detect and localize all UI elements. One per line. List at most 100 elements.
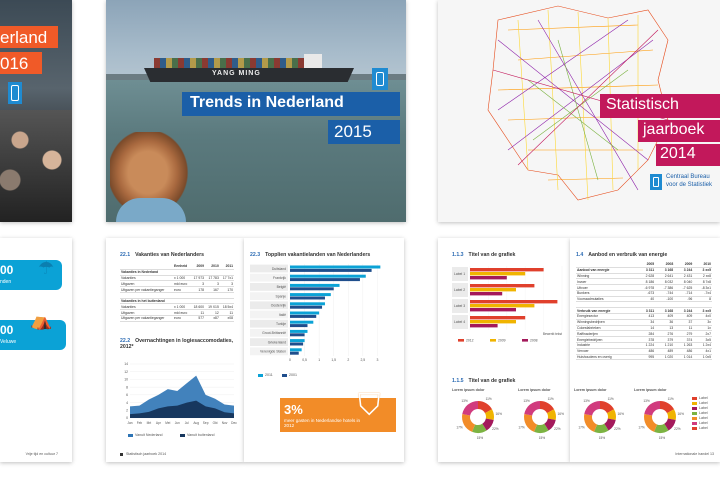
table-row: Winning 2 628 2 641 2 431 2 xx8 [576,273,712,280]
page-card-1: 00 nden ☂ 00 Veluwe ⛺ Vrije tijd en cult… [0,238,72,462]
page5-footer: Internationale handel 13 [675,452,714,456]
category-band [250,301,288,310]
info-tile-2 [0,320,66,350]
beach-umbrella-icon: ☂ [38,258,55,279]
x-tick-label: 1 [318,358,320,362]
x-tick-label: 0 [289,358,291,362]
publisher-line1: Centraal Bureau [666,174,710,180]
bar-2011 [290,348,302,352]
section-22-3-header: 22.3 Topplien vakantielanden van Nederlan… [250,252,371,258]
table-row: Vakanties x 1 000 18 600 19 X15 18 5x4 [120,303,234,311]
legend-item: Label [692,411,718,416]
slice-label: 15% [539,436,546,440]
pie-legend: Label Label Label Label Label Label Label [692,396,718,431]
legend-label-2011: 2011 [265,373,273,377]
legend-swatch [692,422,697,425]
category-band [250,273,288,282]
overnachtingen-area-chart: 0 2 4 6 8 10 12 14 Jan Feb Mrt Apr Mei Jun Jul Aug Sep Ok… [124,362,237,425]
cover2-year: 2015 [334,122,372,141]
donut-slice [584,401,600,416]
category-band [250,319,288,328]
info-tile-2-caption: Veluwe [0,339,17,345]
legend-label-abroad: Vanuit buitenland [187,433,215,437]
category-band [250,292,288,300]
donut-slice [540,401,555,414]
bar-2001 [290,351,299,355]
bar-2011 [290,283,340,287]
donut-slice [664,418,676,431]
x-tick-label: Jan [127,421,132,425]
slice-label: 15% [477,436,484,440]
table-row: Vakanties in het buitenland [120,298,234,305]
page1-footer: Vrije tijd en cultuur 7 [25,452,58,456]
bar-2001 [290,268,372,272]
x-tick-label: Dec [231,421,237,425]
area-series-2 [130,400,234,418]
donut-slice [482,418,494,431]
legend-label: Label [699,401,708,405]
slice-label: 11% [548,397,554,401]
table-header-row: Eenheid 2009 2010 2011 [120,264,234,270]
donut-chart-2: 11% 16% 22% 15% 17% 13% [518,397,564,440]
bar-2012 [470,284,535,288]
donut-slice [547,409,556,420]
cover1-title-band [0,26,58,48]
cover2-year-band [328,120,400,144]
legend-swatch-2001 [282,374,287,377]
cover-card-1: erland 016 [0,0,72,222]
legend-label: Label [699,421,708,425]
bar-2011 [290,265,381,269]
category-label: Label 1 [454,272,465,276]
table-row: Uitgaven per vakantieganger euro 577 x87 x08 [120,315,234,322]
slice-label: 11% [608,397,614,401]
energie-table: 2005 2008 2009 2010 Aanbod van energie 3 311… [576,262,712,361]
donut-slice [600,401,615,414]
table-row: Uitvoer -6 978 -7 386 -7 625 -8 3x1 [576,284,712,291]
cover2-title-band [182,92,400,116]
donut-slice [524,414,538,432]
category-band [452,315,468,329]
category-band [452,267,468,281]
legend-label: Label [699,406,708,410]
category-band [452,283,468,297]
legend-label: Label [699,396,708,400]
y-tick-label: 14 [124,362,128,366]
table-row: Bunkers -673 -744 -714 -7x4 [576,290,712,297]
slice-label: 11% [668,397,674,401]
donut-slice [478,401,493,414]
bar-2008 [470,292,503,296]
x-tick-label: Mei [165,421,170,425]
x-tick-label: Apr [156,421,162,425]
x-tick-label: Aug [193,421,199,425]
donut-slice [534,423,549,433]
donut-slice [654,423,669,433]
donut-slice [584,414,598,432]
publisher-line2: voor de Statistiek [666,182,713,188]
legend-label-nl: Vanuit Nederland [135,433,163,437]
table-row: Uitgaven mld euro 3 3 3 [120,280,234,288]
x-tick-label: Sep [203,421,209,425]
cover-card-3: Statistisch jaarboek 2014 Centraal Burea… [438,0,720,222]
donut-slice [660,401,675,414]
slice-label: 11% [486,397,492,401]
legend-label: Label [699,416,708,420]
table-row: Invoer 8 186 8 032 8 040 8 7x8 [576,278,712,286]
bar-2001 [290,314,317,318]
table-row: Winningsbedrijven 34 36 37 3x [576,319,712,326]
container-ship: YANG MING [144,54,354,82]
cover3-year: 2014 [660,145,696,162]
legend-swatch-abroad [180,434,185,437]
legend-label: 2008 [530,338,538,342]
donut-chart-4: 11% 16% 22% 15% 17% 13% [638,397,684,440]
legend-swatch [490,339,496,342]
table-row: Aanbod van energie 3 311 3 168 3 244 3 xx5 [576,267,712,274]
bar-2008 [470,308,516,312]
section-22-2-header: 22.2 Overnachtingen in logiesaccomodaties… [120,338,234,350]
category-label: Frankrijk [273,276,286,280]
bar-2009 [470,272,526,276]
category-label: Turkije [276,322,286,326]
bar-2001 [290,287,334,291]
slice-label: 13% [523,399,530,403]
legend-label: Label [699,411,708,415]
slice-label: 22% [674,427,681,431]
